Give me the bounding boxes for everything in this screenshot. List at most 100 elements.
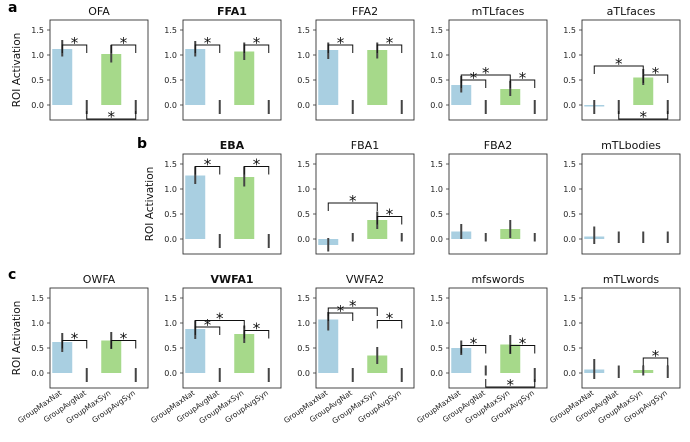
y-tick-label: 0.0 xyxy=(164,235,177,244)
sig-star: * xyxy=(120,34,128,52)
sig-star: * xyxy=(349,297,357,315)
row-label-c: c xyxy=(8,267,16,283)
y-tick-label: 1.0 xyxy=(164,51,177,60)
panel-ffa1: FFA1 * * 0.0 0.5 1.0 1.5 xyxy=(164,5,282,121)
panel-frame xyxy=(182,153,282,255)
sig-star: * xyxy=(470,69,478,87)
sig-star: * xyxy=(216,310,224,328)
bar-GroupMaxSyn xyxy=(234,51,255,105)
panel-title: mTLwords xyxy=(603,273,660,286)
panel-title: OWFA xyxy=(83,273,116,286)
panel-mtlwords: mTLwords*0.00.51.01.5GroupMaxNatGroupAvg… xyxy=(548,273,681,426)
panel-ofa: OFA * * * 0.0 0.5 1.0 1.5 ROI Activation xyxy=(11,5,149,126)
x-tick-label: GroupAvgSyn xyxy=(90,388,137,425)
sig-bracket xyxy=(327,44,354,53)
panel-title: VWFA1 xyxy=(210,273,253,286)
y-tick-label: 0.0 xyxy=(31,101,44,110)
sig-star: * xyxy=(204,316,212,334)
panel-title: aTLfaces xyxy=(607,5,656,18)
sig-star: * xyxy=(386,310,394,328)
y-tick-label: 1.5 xyxy=(563,26,576,35)
y-tick-label: 1.0 xyxy=(430,51,443,60)
bar-GroupMaxNat xyxy=(318,50,339,105)
sig-bracket xyxy=(194,44,221,53)
panel-frame xyxy=(315,153,415,255)
sig-bracket xyxy=(509,345,536,354)
y-tick-label: 0.0 xyxy=(297,235,310,244)
y-tick-label: 1.0 xyxy=(297,51,310,60)
y-tick-label: 0.0 xyxy=(164,101,177,110)
bar-GroupMaxSyn xyxy=(234,334,255,373)
y-tick-label: 0.5 xyxy=(31,76,44,85)
sig-bracket xyxy=(243,44,270,53)
y-tick-label: 0.0 xyxy=(563,369,576,378)
sig-bracket xyxy=(243,166,270,175)
y-tick-label: 0.5 xyxy=(297,344,310,353)
panel-atlfaces: aTLfaces * * * 0.0 0.5 1.0 1.5 xyxy=(563,5,681,126)
y-axis-label: ROI Activation xyxy=(11,33,23,108)
y-axis-label: ROI Activation xyxy=(11,301,23,376)
sig-bracket xyxy=(460,79,487,88)
sig-star: * xyxy=(71,34,79,52)
panel-frame xyxy=(49,287,149,389)
sig-bracket xyxy=(327,307,378,316)
sig-star: * xyxy=(640,108,648,126)
bar-GroupMaxSyn xyxy=(367,355,388,373)
y-tick-label: 1.0 xyxy=(430,319,443,328)
panel-mtlbodies: mTLbodies 0.0 0.5 1.0 1.5 xyxy=(563,139,681,255)
sig-bracket xyxy=(110,44,137,53)
panel-frame xyxy=(182,19,282,121)
sig-bracket xyxy=(376,216,403,225)
sig-bracket xyxy=(61,44,88,53)
y-tick-label: 1.0 xyxy=(563,185,576,194)
sig-star: * xyxy=(386,206,394,224)
y-tick-label: 1.0 xyxy=(164,185,177,194)
y-tick-label: 1.0 xyxy=(31,319,44,328)
panel-frame xyxy=(581,19,681,121)
panel-frame xyxy=(448,19,548,121)
panel-title: FBA1 xyxy=(351,139,379,152)
panel-frame xyxy=(49,19,149,121)
panel-title: VWFA2 xyxy=(346,273,384,286)
sig-star: * xyxy=(652,347,660,365)
sig-bracket xyxy=(194,166,221,175)
sig-bracket xyxy=(376,320,403,329)
sig-bracket xyxy=(327,312,354,321)
sig-bracket xyxy=(485,379,536,388)
bar-GroupMaxSyn xyxy=(367,220,388,239)
bar-GroupMaxSyn xyxy=(500,89,521,105)
sig-bracket xyxy=(376,44,403,53)
panel-frame xyxy=(315,287,415,389)
y-tick-label: 1.5 xyxy=(297,160,310,169)
sig-star: * xyxy=(615,55,623,73)
sig-star: * xyxy=(507,376,515,394)
sig-star: * xyxy=(337,34,345,52)
x-tick-label: GroupAvgSyn xyxy=(356,388,403,425)
bar-GroupMaxSyn xyxy=(101,340,122,373)
sig-bracket xyxy=(194,326,221,335)
y-tick-label: 1.0 xyxy=(297,319,310,328)
y-tick-label: 1.0 xyxy=(563,51,576,60)
panel-title: mfswords xyxy=(471,273,524,286)
bar-GroupMaxNat xyxy=(52,49,73,105)
panel-title: FBA2 xyxy=(484,139,512,152)
x-tick-label: GroupAvgSyn xyxy=(223,388,270,425)
panel-title: OFA xyxy=(88,5,110,18)
y-tick-label: 0.5 xyxy=(297,210,310,219)
y-tick-label: 1.0 xyxy=(31,51,44,60)
sig-bracket xyxy=(618,111,669,120)
y-tick-label: 0.5 xyxy=(563,210,576,219)
y-tick-label: 1.5 xyxy=(164,26,177,35)
bar-GroupMaxSyn xyxy=(234,177,255,239)
y-tick-label: 1.5 xyxy=(563,160,576,169)
bar-GroupMaxNat xyxy=(318,319,339,373)
y-tick-label: 1.5 xyxy=(31,294,44,303)
sig-star: * xyxy=(253,320,261,338)
bar-GroupMaxSyn xyxy=(367,50,388,105)
sig-bracket xyxy=(327,202,378,211)
bar-GroupMaxNat xyxy=(451,85,472,105)
panel-frame xyxy=(315,19,415,121)
y-tick-label: 0.5 xyxy=(563,76,576,85)
y-tick-label: 0.5 xyxy=(430,210,443,219)
y-tick-label: 0.5 xyxy=(297,76,310,85)
